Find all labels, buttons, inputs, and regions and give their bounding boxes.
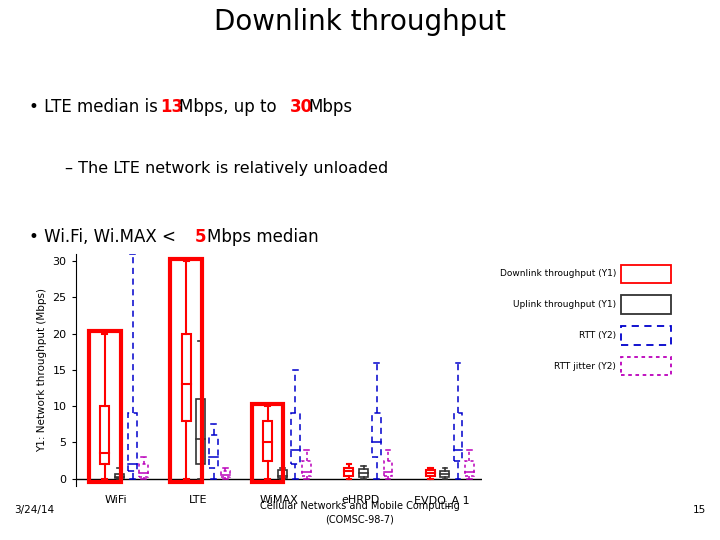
Bar — [302, 461, 311, 476]
Bar — [171, 259, 202, 482]
Text: – The LTE network is relatively unloaded: – The LTE network is relatively unloaded — [65, 161, 388, 176]
Bar — [221, 471, 230, 477]
Text: 5: 5 — [194, 228, 206, 246]
Bar — [621, 357, 671, 375]
Bar — [291, 414, 300, 464]
Text: Mbps: Mbps — [308, 98, 352, 117]
Text: 3/24/14: 3/24/14 — [14, 505, 55, 515]
Text: • Wi.Fi, Wi.MAX <: • Wi.Fi, Wi.MAX < — [29, 228, 181, 246]
Bar — [621, 265, 671, 283]
Bar — [621, 295, 671, 314]
Y-axis label: Y1: Network throughput (Mbps): Y1: Network throughput (Mbps) — [37, 288, 47, 452]
Text: Mbps median: Mbps median — [207, 228, 319, 246]
Bar — [465, 461, 474, 476]
Bar — [278, 470, 287, 478]
Text: • LTE median is: • LTE median is — [29, 98, 163, 117]
Bar — [100, 406, 109, 464]
Bar — [210, 435, 218, 468]
Text: RTT jitter (Y2): RTT jitter (Y2) — [554, 362, 616, 371]
Text: Mbps, up to: Mbps, up to — [179, 98, 282, 117]
Text: 15: 15 — [693, 505, 706, 515]
Bar — [140, 464, 148, 477]
Bar — [89, 332, 121, 482]
Text: Downlink throughput: Downlink throughput — [214, 8, 506, 36]
Bar — [621, 326, 671, 345]
Text: RTT (Y2): RTT (Y2) — [579, 331, 616, 340]
Bar — [454, 414, 462, 461]
Bar — [181, 334, 191, 421]
Bar — [263, 421, 272, 461]
Text: 30: 30 — [289, 98, 312, 117]
Bar — [344, 468, 354, 476]
Bar — [252, 404, 284, 482]
Text: Downlink throughput (Y1): Downlink throughput (Y1) — [500, 269, 616, 278]
Bar — [426, 470, 435, 476]
Text: Cellular Networks and Mobile Computing
(COMSC-98-7): Cellular Networks and Mobile Computing (… — [260, 502, 460, 524]
Bar — [372, 414, 381, 457]
Bar — [197, 399, 205, 464]
Bar — [115, 475, 124, 478]
Text: Uplink throughput (Y1): Uplink throughput (Y1) — [513, 300, 616, 309]
Bar — [128, 414, 137, 471]
Bar — [384, 461, 392, 476]
Bar — [359, 469, 368, 477]
Text: 13: 13 — [160, 98, 183, 117]
Bar — [441, 471, 449, 477]
